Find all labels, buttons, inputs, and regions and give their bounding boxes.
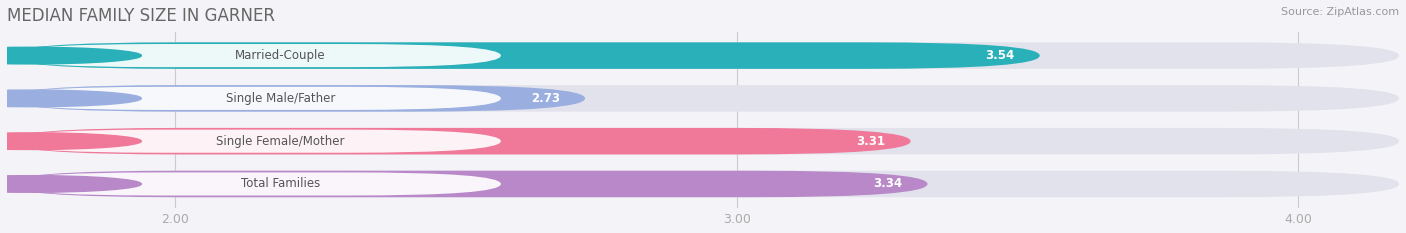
Circle shape bbox=[0, 47, 142, 64]
FancyBboxPatch shape bbox=[7, 128, 1399, 154]
FancyBboxPatch shape bbox=[7, 130, 501, 153]
Circle shape bbox=[0, 90, 142, 107]
Circle shape bbox=[0, 176, 142, 192]
FancyBboxPatch shape bbox=[7, 171, 1399, 197]
Text: 2.73: 2.73 bbox=[531, 92, 560, 105]
FancyBboxPatch shape bbox=[7, 128, 911, 154]
Text: Total Families: Total Families bbox=[240, 178, 321, 190]
Text: 3.31: 3.31 bbox=[856, 135, 886, 148]
Text: MEDIAN FAMILY SIZE IN GARNER: MEDIAN FAMILY SIZE IN GARNER bbox=[7, 7, 276, 25]
Text: Source: ZipAtlas.com: Source: ZipAtlas.com bbox=[1281, 7, 1399, 17]
FancyBboxPatch shape bbox=[7, 42, 1040, 69]
FancyBboxPatch shape bbox=[7, 44, 501, 67]
Text: 3.34: 3.34 bbox=[873, 178, 903, 190]
Text: Single Female/Mother: Single Female/Mother bbox=[217, 135, 344, 148]
FancyBboxPatch shape bbox=[7, 42, 1399, 69]
FancyBboxPatch shape bbox=[7, 87, 501, 110]
FancyBboxPatch shape bbox=[7, 172, 501, 195]
Circle shape bbox=[0, 133, 142, 150]
Text: 3.54: 3.54 bbox=[986, 49, 1015, 62]
Text: Married-Couple: Married-Couple bbox=[235, 49, 326, 62]
FancyBboxPatch shape bbox=[7, 85, 1399, 112]
FancyBboxPatch shape bbox=[7, 171, 928, 197]
Text: Single Male/Father: Single Male/Father bbox=[226, 92, 335, 105]
FancyBboxPatch shape bbox=[7, 85, 585, 112]
